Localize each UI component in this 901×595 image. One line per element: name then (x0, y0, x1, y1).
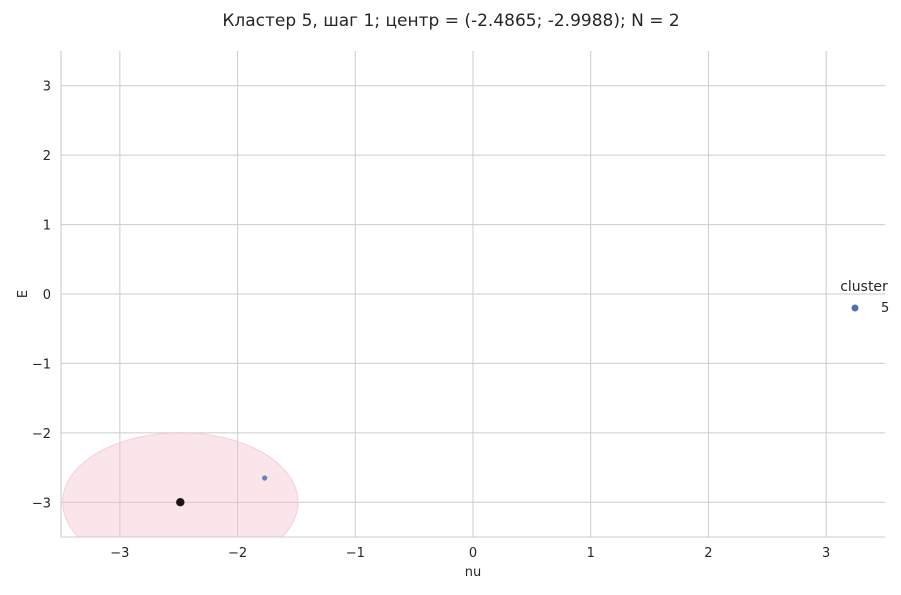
x-tick-label: 3 (822, 546, 830, 561)
y-tick-label: 0 (43, 288, 51, 303)
y-tick-labels: −3 −2 −1 0 1 2 3 (32, 80, 51, 512)
y-tick-label: −2 (32, 427, 51, 442)
x-tick-label: −3 (110, 546, 129, 561)
grid (61, 51, 885, 537)
plot-area (62, 432, 299, 537)
data-point (262, 475, 268, 481)
x-tick-label: −1 (346, 546, 365, 561)
x-tick-labels: −3 −2 −1 0 1 2 3 (110, 546, 830, 561)
x-axis-label: nu (465, 565, 481, 580)
chart-title: Кластер 5, шаг 1; центр = (-2.4865; -2.9… (222, 11, 679, 31)
y-tick-label: 3 (43, 80, 51, 95)
legend: cluster 5 (840, 279, 889, 316)
y-tick-label: 1 (43, 219, 51, 234)
cluster-radius-circle (62, 432, 299, 537)
x-tick-label: 0 (469, 546, 477, 561)
x-tick-label: 2 (704, 546, 712, 561)
legend-label: 5 (881, 301, 889, 316)
x-tick-label: −2 (228, 546, 247, 561)
legend-marker (851, 304, 859, 312)
y-tick-label: 2 (43, 149, 51, 164)
cluster-center-point (176, 498, 185, 507)
y-axis-label: E (16, 290, 31, 298)
y-tick-label: −3 (32, 496, 51, 511)
x-tick-label: 1 (587, 546, 595, 561)
y-tick-label: −1 (32, 357, 51, 372)
legend-title: cluster (840, 279, 888, 295)
